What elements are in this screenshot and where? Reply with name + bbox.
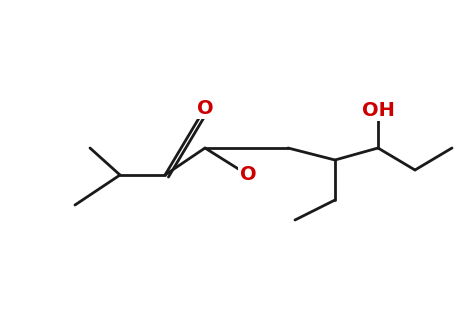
Text: O: O — [240, 165, 256, 184]
Text: OH: OH — [362, 100, 395, 120]
Text: O: O — [197, 99, 213, 117]
